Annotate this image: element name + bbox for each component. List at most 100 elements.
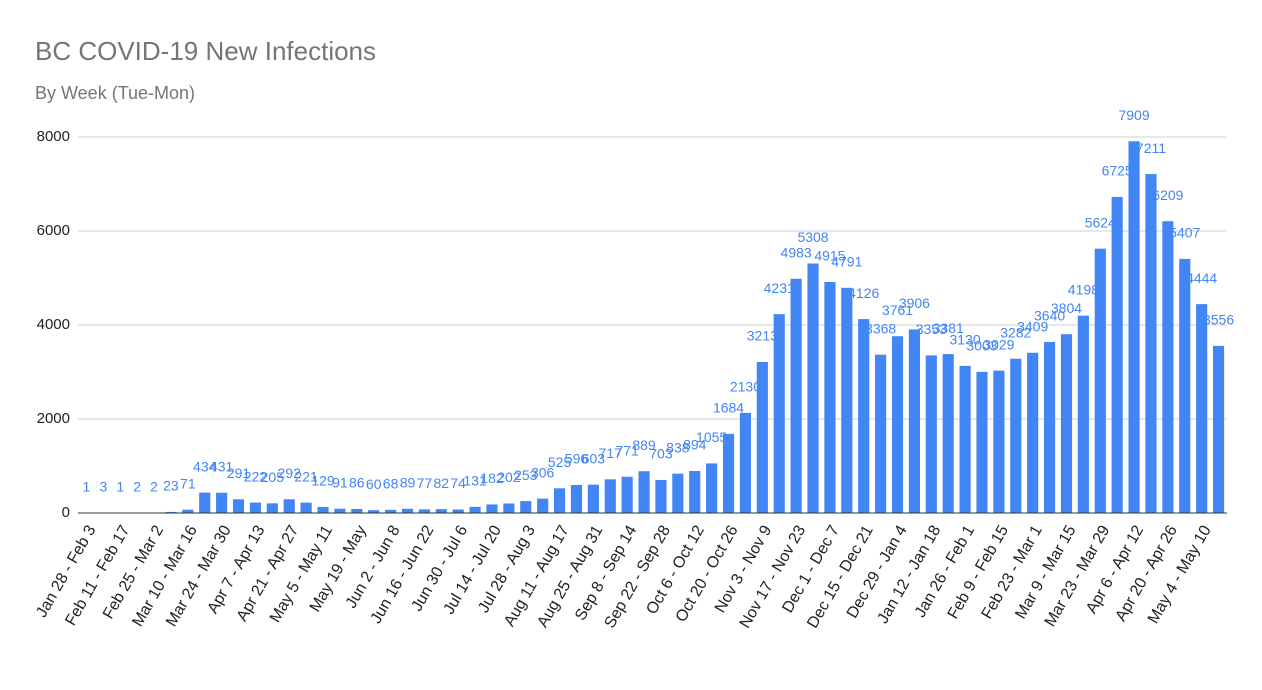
- data-label: 291: [227, 465, 251, 481]
- data-label: 6209: [1152, 187, 1183, 203]
- bar: [942, 354, 954, 513]
- data-label: 1055: [696, 429, 727, 445]
- data-label: 1: [116, 479, 124, 495]
- bar: [1196, 304, 1208, 513]
- bar: [570, 484, 583, 513]
- bar: [232, 499, 245, 513]
- data-label: 431: [210, 458, 234, 474]
- bar: [1044, 341, 1056, 513]
- data-label: 5407: [1169, 225, 1200, 241]
- bar: [1128, 141, 1140, 514]
- data-label: 3368: [865, 320, 896, 336]
- data-label: 596: [565, 451, 589, 467]
- bar: [351, 508, 363, 513]
- data-label: 838: [666, 439, 690, 455]
- data-label: 3906: [899, 295, 930, 311]
- bar: [1111, 196, 1123, 514]
- bar: [418, 509, 430, 513]
- bar: [993, 370, 1005, 513]
- data-label: 86: [349, 475, 365, 491]
- bar: [385, 509, 397, 513]
- data-label: 221: [294, 468, 318, 484]
- bar: [587, 484, 599, 513]
- data-label: 253: [514, 467, 538, 483]
- data-label: 91: [332, 474, 348, 490]
- bar: [216, 492, 228, 513]
- data-label: 2: [133, 479, 141, 495]
- bar: [672, 473, 684, 513]
- bar: [1145, 174, 1157, 513]
- data-label: 703: [649, 446, 673, 462]
- bar: [1162, 221, 1174, 513]
- bar: [165, 511, 177, 513]
- data-label: 3003: [966, 338, 997, 354]
- data-label: 60: [366, 476, 382, 492]
- data-label: 3556: [1203, 312, 1234, 328]
- bar: [604, 479, 616, 513]
- bar: [1060, 334, 1073, 513]
- data-label: 4983: [781, 245, 812, 261]
- bar: [891, 336, 904, 513]
- bar: [875, 354, 887, 513]
- data-label: 4444: [1186, 270, 1217, 286]
- bar: [790, 278, 802, 513]
- data-label: 3381: [933, 320, 964, 336]
- data-label: 1684: [713, 400, 744, 416]
- data-label: 4915: [814, 248, 845, 264]
- bar: [1077, 315, 1089, 513]
- bar: [638, 471, 650, 513]
- data-label: 3: [99, 479, 107, 495]
- data-label: 23: [163, 478, 179, 494]
- bar: [249, 502, 261, 513]
- bar: [925, 355, 937, 513]
- y-tick-label: 0: [62, 504, 70, 521]
- bar: [722, 433, 735, 513]
- data-label: 889: [632, 437, 656, 453]
- data-label: 3029: [983, 336, 1014, 352]
- bar: [368, 510, 380, 513]
- data-label: 71: [180, 475, 196, 491]
- bar: [773, 314, 785, 513]
- data-label: 525: [548, 454, 572, 470]
- bar: [469, 506, 481, 513]
- data-label: 7909: [1118, 107, 1149, 123]
- chart-title: BC COVID-19 New Infections: [35, 36, 376, 66]
- bar: [435, 509, 447, 513]
- bar: [1212, 345, 1225, 513]
- bar: [401, 508, 414, 513]
- data-label: 4791: [831, 254, 862, 270]
- data-label: 5308: [797, 229, 828, 245]
- bar: [959, 365, 971, 513]
- data-label: 131: [463, 473, 487, 489]
- bar: [300, 502, 312, 513]
- data-label: 82: [433, 475, 449, 491]
- bar: [1010, 358, 1022, 513]
- data-label: 129: [311, 473, 335, 489]
- bar: [655, 479, 667, 513]
- data-label: 292: [278, 465, 302, 481]
- bar: [199, 492, 211, 513]
- bar: [841, 287, 853, 513]
- data-label: 3282: [1000, 324, 1031, 340]
- data-label: 222: [244, 468, 268, 484]
- data-label: 68: [383, 476, 399, 492]
- bar: [689, 470, 701, 513]
- data-label: 182: [480, 470, 504, 486]
- data-label: 3353: [916, 321, 947, 337]
- bar: [858, 319, 870, 513]
- bar: [486, 504, 498, 513]
- bar: [1027, 352, 1039, 513]
- data-label: 717: [599, 445, 623, 461]
- bar: [807, 263, 819, 513]
- bar: [317, 506, 329, 513]
- data-label: 202: [497, 469, 521, 485]
- data-label: 3130: [950, 332, 981, 348]
- bar: [503, 503, 515, 513]
- y-tick-label: 6000: [37, 222, 70, 239]
- bar: [553, 488, 566, 513]
- data-label: 5624: [1085, 214, 1116, 230]
- data-label: 4198: [1068, 281, 1099, 297]
- data-label: 2130: [730, 379, 761, 395]
- bar: [1179, 258, 1191, 513]
- bar: [520, 501, 532, 513]
